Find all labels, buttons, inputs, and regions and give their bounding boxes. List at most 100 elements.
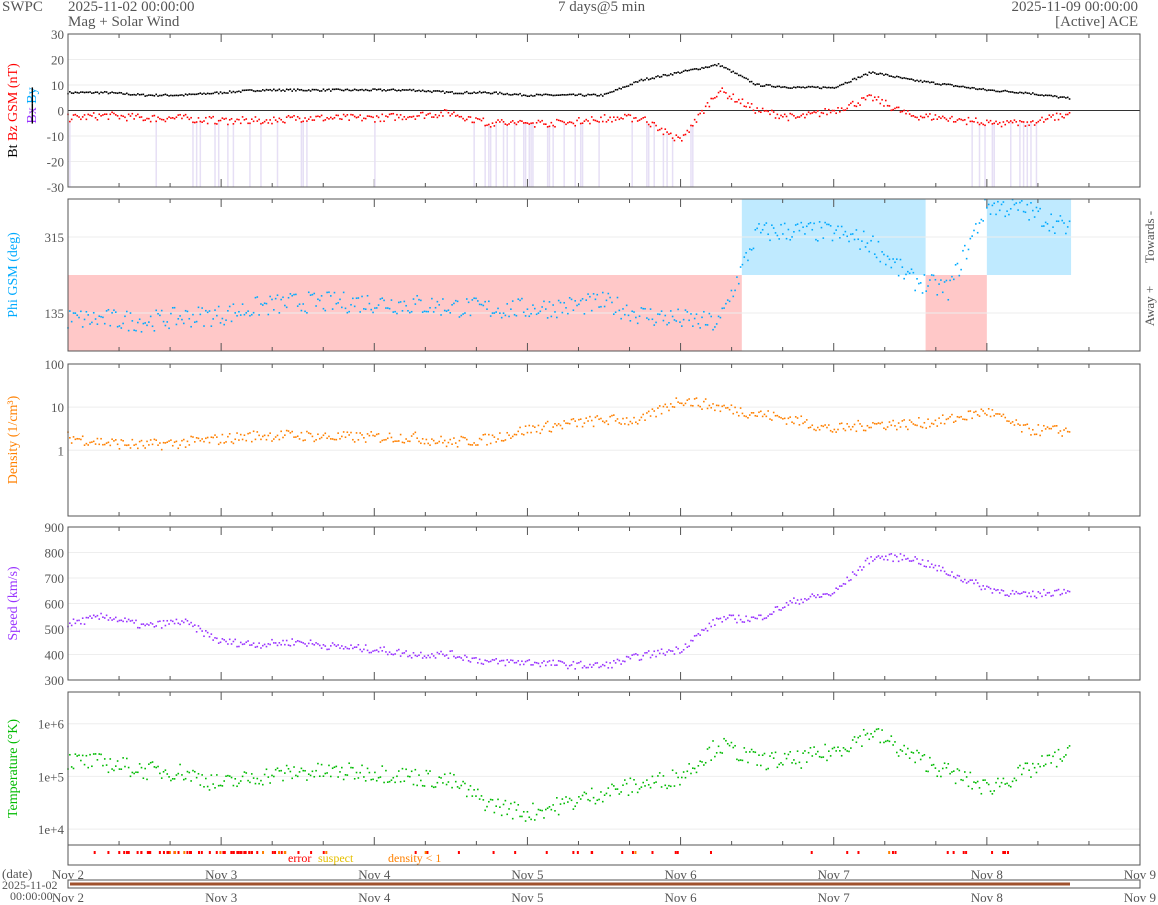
- data-point-temperature: [662, 775, 665, 777]
- data-point-bt: [304, 89, 306, 92]
- flag-mark: [946, 851, 949, 854]
- data-point-bz: [938, 116, 940, 118]
- data-point-bt: [74, 91, 77, 93]
- data-point-temperature: [692, 767, 694, 769]
- data-point-phi: [1048, 229, 1051, 232]
- data-point-temperature: [791, 762, 793, 764]
- data-point-bz: [701, 109, 703, 112]
- data-point-bz: [690, 124, 692, 127]
- data-point-bt: [794, 86, 797, 89]
- data-point-phi: [590, 309, 593, 312]
- data-point-temperature: [339, 771, 341, 773]
- data-point-temperature: [396, 775, 398, 778]
- data-point-density: [138, 440, 141, 443]
- data-point-temperature: [535, 813, 538, 816]
- data-point-temperature: [868, 738, 871, 741]
- data-point-bz: [986, 119, 988, 122]
- data-point-phi: [760, 231, 762, 234]
- data-point-phi: [991, 204, 994, 207]
- data-point-speed: [965, 582, 968, 584]
- data-point-bz: [401, 118, 404, 121]
- data-point-temperature: [776, 766, 779, 769]
- data-point-phi: [199, 313, 202, 316]
- data-point-bt: [747, 78, 749, 81]
- flag-mark: [424, 851, 427, 854]
- data-point-bz: [361, 119, 363, 122]
- data-point-bt: [1033, 93, 1036, 96]
- y-tick-label: 600: [45, 597, 65, 612]
- data-point-density: [186, 440, 189, 443]
- data-point-phi: [458, 316, 461, 318]
- data-point-density: [651, 408, 654, 410]
- data-point-bt: [723, 66, 725, 69]
- data-point-speed: [304, 643, 306, 645]
- data-point-bz: [851, 100, 854, 103]
- data-point-bt: [1054, 95, 1056, 97]
- data-point-speed: [216, 637, 218, 640]
- data-point-bt: [489, 92, 492, 95]
- date-axis-tick-label: Nov 5: [511, 890, 543, 905]
- data-point-density: [956, 415, 959, 418]
- data-point-temperature: [631, 791, 633, 793]
- data-point-bz: [440, 111, 442, 114]
- data-point-phi: [605, 299, 608, 302]
- data-point-bt: [252, 90, 255, 92]
- data-point-phi: [835, 229, 837, 231]
- data-point-bt: [662, 73, 665, 76]
- data-point-bt: [322, 88, 325, 91]
- data-point-speed: [822, 593, 825, 595]
- data-point-phi: [74, 312, 77, 314]
- data-point-bt: [425, 90, 428, 93]
- data-point-phi: [76, 314, 78, 317]
- data-point-speed: [675, 646, 678, 648]
- data-point-temperature: [454, 780, 457, 783]
- data-point-bz: [69, 120, 71, 123]
- data-point-phi: [929, 279, 931, 281]
- data-point-bt: [622, 86, 624, 89]
- data-point-temperature: [605, 792, 608, 795]
- data-point-bt: [927, 80, 929, 83]
- data-point-bz: [919, 115, 922, 118]
- data-point-density: [848, 425, 850, 428]
- data-point-phi: [401, 310, 404, 312]
- y-tick-label: 0: [58, 104, 65, 119]
- data-point-speed: [912, 559, 915, 562]
- data-point-temperature: [508, 808, 510, 810]
- data-point-bz: [726, 97, 729, 100]
- data-point-bt: [620, 88, 622, 90]
- data-point-temperature: [712, 740, 714, 742]
- data-point-bz: [522, 122, 525, 124]
- data-point-bt: [578, 93, 580, 96]
- data-point-phi: [81, 326, 84, 328]
- data-point-speed: [239, 641, 242, 644]
- flag-mark: [197, 851, 200, 854]
- data-point-density: [76, 437, 78, 440]
- data-point-density: [723, 404, 725, 407]
- data-point-temperature: [760, 764, 762, 767]
- data-point-bz: [519, 119, 521, 122]
- data-point-speed: [938, 565, 940, 567]
- data-point-bz: [475, 117, 477, 119]
- data-point-bz: [822, 112, 825, 115]
- data-point-speed: [486, 660, 488, 662]
- data-point-density: [800, 415, 803, 418]
- data-point-bt: [952, 85, 955, 88]
- data-point-bt: [230, 91, 233, 94]
- data-point-phi: [989, 213, 992, 215]
- data-point-bt: [397, 89, 400, 92]
- data-point-density: [166, 441, 169, 444]
- data-point-bz: [186, 116, 189, 119]
- data-point-bt: [973, 87, 975, 89]
- data-point-density: [864, 429, 867, 432]
- data-point-bt: [151, 94, 154, 97]
- data-point-density: [679, 402, 681, 405]
- data-point-density: [442, 441, 444, 444]
- flag-mark: [186, 851, 189, 854]
- data-point-temperature: [287, 767, 290, 770]
- data-point-phi: [429, 306, 431, 309]
- data-point-bt: [862, 73, 865, 76]
- data-point-bz: [840, 107, 843, 109]
- data-point-temperature: [495, 805, 497, 807]
- data-point-phi: [526, 308, 529, 310]
- data-point-bt: [567, 93, 569, 96]
